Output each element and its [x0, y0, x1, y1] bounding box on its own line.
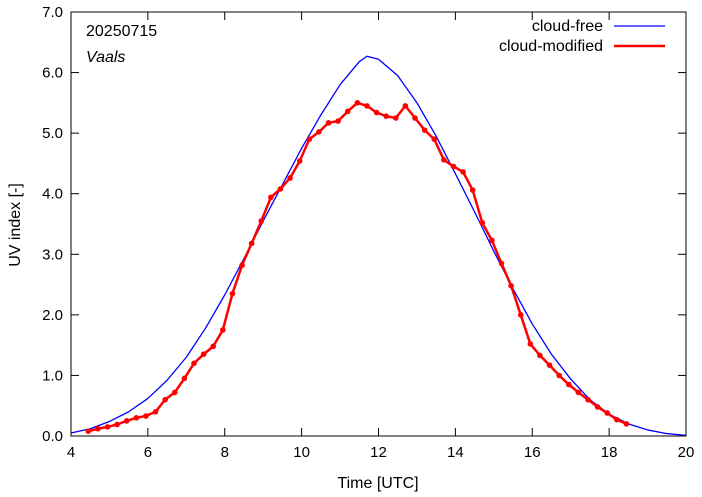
x-tick-label: 8: [221, 444, 229, 461]
x-tick-label: 6: [144, 444, 152, 461]
data-point-cloud-modified: [392, 115, 399, 121]
y-tick-label: 7.0: [42, 4, 63, 21]
legend: cloud-free cloud-modified: [499, 18, 665, 55]
data-point-cloud-modified: [469, 187, 476, 193]
data-point-cloud-modified: [95, 425, 101, 432]
y-axis-label: UV index [-]: [7, 183, 24, 267]
series-group: [70, 55, 687, 437]
y-tick-label: 1.0: [42, 367, 63, 384]
data-point-cloud-modified: [537, 352, 543, 359]
data-point-cloud-modified: [441, 156, 447, 163]
data-point-cloud-modified: [373, 109, 380, 116]
x-tick-label: 16: [524, 444, 541, 461]
data-point-cloud-modified: [604, 410, 611, 416]
plot-frame: [70, 11, 687, 437]
plot-frame-group: [70, 11, 687, 437]
data-point-cloud-modified: [479, 219, 486, 226]
x-tick-label: 12: [370, 444, 387, 461]
data-point-cloud-modified: [133, 415, 140, 421]
data-point-cloud-modified: [344, 108, 351, 115]
data-point-cloud-modified: [85, 428, 92, 434]
data-point-cloud-modified: [527, 341, 534, 347]
data-point-cloud-modified: [489, 237, 495, 244]
data-point-cloud-modified: [565, 381, 572, 388]
data-point-cloud-modified: [123, 418, 130, 424]
data-point-cloud-modified: [517, 312, 524, 318]
data-point-cloud-modified: [546, 362, 553, 368]
x-tick-label: 4: [67, 444, 75, 461]
series-line-cloud-free: [70, 55, 687, 437]
data-point-cloud-modified: [575, 389, 582, 396]
data-point-cloud-modified: [258, 218, 265, 224]
data-point-cloud-modified: [287, 175, 293, 181]
data-point-cloud-modified: [181, 375, 188, 382]
data-point-cloud-modified: [460, 169, 466, 175]
data-point-cloud-modified: [239, 262, 245, 268]
y-tick-label: 2.0: [42, 307, 63, 324]
data-point-cloud-modified: [364, 103, 370, 109]
data-point-cloud-modified: [431, 136, 438, 142]
data-point-cloud-modified: [585, 396, 591, 403]
x-axis-label: Time [UTC]: [337, 475, 418, 492]
data-point-cloud-modified: [296, 158, 303, 164]
x-tick-label: 14: [447, 444, 464, 461]
data-point-cloud-modified: [162, 396, 168, 403]
data-point-cloud-modified: [104, 424, 111, 430]
data-point-cloud-modified: [594, 404, 601, 410]
y-tick-label: 0.0: [42, 428, 63, 445]
data-point-cloud-modified: [623, 421, 630, 427]
x-tick-label: 10: [293, 444, 310, 461]
data-point-cloud-modified: [277, 186, 284, 192]
data-point-cloud-modified: [556, 372, 562, 379]
series-line-cloud-modified: [87, 101, 627, 433]
y-tick-label: 6.0: [42, 65, 63, 82]
data-point-cloud-modified: [498, 260, 505, 267]
data-point-cloud-modified: [248, 240, 255, 247]
y-tick-label: 4.0: [42, 186, 63, 203]
data-point-cloud-modified: [268, 194, 274, 201]
x-tick-label: 18: [601, 444, 618, 461]
data-point-cloud-modified: [210, 343, 217, 350]
data-point-cloud-modified: [335, 118, 341, 124]
data-point-cloud-modified: [402, 103, 409, 109]
y-tick-label: 3.0: [42, 246, 63, 263]
data-point-cloud-modified: [614, 416, 620, 423]
location-label: Vaals: [86, 49, 125, 66]
date-label: 20250715: [86, 23, 157, 40]
data-point-cloud-modified: [316, 129, 322, 135]
data-point-cloud-modified: [191, 360, 197, 367]
data-point-cloud-modified: [171, 389, 178, 396]
data-point-cloud-modified: [508, 282, 514, 289]
data-point-cloud-modified: [354, 100, 361, 106]
x-tick-label: 20: [678, 444, 695, 461]
data-point-cloud-modified: [450, 163, 457, 170]
legend-label-cloud-free: cloud-free: [532, 18, 603, 35]
data-point-cloud-modified: [200, 351, 207, 358]
data-point-cloud-modified: [229, 290, 236, 297]
ticks-group: 4 6 8 10 12 14 16 18 20 0.0 1.0 2.0 3.0 4.0 5.0 6.0 7.0: [42, 4, 694, 461]
data-point-cloud-modified: [383, 113, 389, 119]
data-point-cloud-modified: [152, 408, 159, 415]
data-point-cloud-modified: [325, 120, 332, 126]
legend-label-cloud-modified: cloud-modified: [499, 38, 603, 55]
data-point-cloud-modified: [114, 421, 120, 428]
y-tick-label: 5.0: [42, 125, 63, 142]
data-point-cloud-modified: [421, 127, 428, 133]
data-point-cloud-modified: [412, 115, 418, 121]
data-point-cloud-modified: [306, 136, 313, 142]
data-point-cloud-modified: [220, 327, 226, 333]
data-point-cloud-modified: [143, 413, 149, 419]
